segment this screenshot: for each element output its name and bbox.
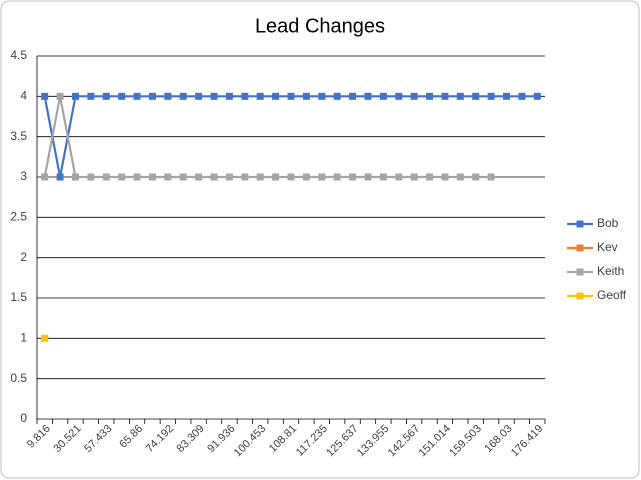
data-point (410, 92, 418, 100)
data-point (41, 173, 49, 181)
data-point (287, 92, 295, 100)
data-point (318, 173, 326, 181)
data-point (518, 92, 526, 100)
data-point (456, 173, 464, 181)
data-point (41, 334, 49, 342)
data-point (302, 173, 310, 181)
data-point (56, 173, 64, 181)
legend-label: Kev (597, 240, 618, 254)
data-point (210, 173, 218, 181)
data-point (179, 92, 187, 100)
data-point (503, 92, 511, 100)
data-point (379, 92, 387, 100)
data-point (148, 173, 156, 181)
data-point (441, 173, 449, 181)
data-point (256, 92, 264, 100)
data-point (133, 92, 141, 100)
data-point (179, 173, 187, 181)
y-tick-label: 0.5 (10, 371, 27, 385)
y-tick-label: 3.5 (10, 129, 27, 143)
y-tick-label: 0 (20, 411, 27, 425)
data-point (426, 92, 434, 100)
y-tick-label: 4.5 (10, 48, 27, 62)
y-tick-label: 1 (20, 331, 27, 345)
data-point (256, 173, 264, 181)
data-point (333, 173, 341, 181)
data-point (302, 92, 310, 100)
data-point (472, 173, 480, 181)
data-point (472, 92, 480, 100)
data-point (426, 173, 434, 181)
data-point (87, 92, 95, 100)
chart-title: Lead Changes (255, 15, 385, 37)
data-point (195, 173, 203, 181)
data-point (102, 173, 110, 181)
data-point (56, 92, 64, 100)
legend-marker (576, 268, 584, 276)
data-point (164, 92, 172, 100)
data-point (272, 92, 280, 100)
data-point (241, 92, 249, 100)
data-point (410, 173, 418, 181)
legend-marker (576, 220, 584, 228)
data-point (71, 173, 79, 181)
data-point (364, 92, 372, 100)
legend-marker (576, 292, 584, 300)
data-point (364, 173, 372, 181)
data-point (487, 173, 495, 181)
data-point (287, 173, 295, 181)
y-tick-label: 2 (20, 250, 27, 264)
legend-label: Keith (597, 264, 624, 278)
data-point (395, 173, 403, 181)
data-point (241, 173, 249, 181)
data-point (133, 173, 141, 181)
data-point (102, 92, 110, 100)
data-point (210, 92, 218, 100)
data-point (456, 92, 464, 100)
data-point (118, 173, 126, 181)
data-point (195, 92, 203, 100)
data-point (148, 92, 156, 100)
data-point (225, 173, 233, 181)
data-point (487, 92, 495, 100)
data-point (349, 92, 357, 100)
data-point (379, 173, 387, 181)
y-tick-label: 1.5 (10, 290, 27, 304)
data-point (395, 92, 403, 100)
data-point (164, 173, 172, 181)
data-point (441, 92, 449, 100)
legend-label: Geoff (597, 288, 627, 302)
data-point (318, 92, 326, 100)
legend-marker (576, 244, 584, 252)
data-point (533, 92, 541, 100)
data-point (225, 92, 233, 100)
data-point (349, 173, 357, 181)
data-point (71, 92, 79, 100)
data-point (87, 173, 95, 181)
legend-label: Bob (597, 216, 619, 230)
y-tick-label: 4 (20, 89, 27, 103)
y-tick-label: 3 (20, 169, 27, 183)
data-point (118, 92, 126, 100)
y-tick-label: 2.5 (10, 210, 27, 224)
data-point (333, 92, 341, 100)
data-point (41, 92, 49, 100)
data-point (272, 173, 280, 181)
